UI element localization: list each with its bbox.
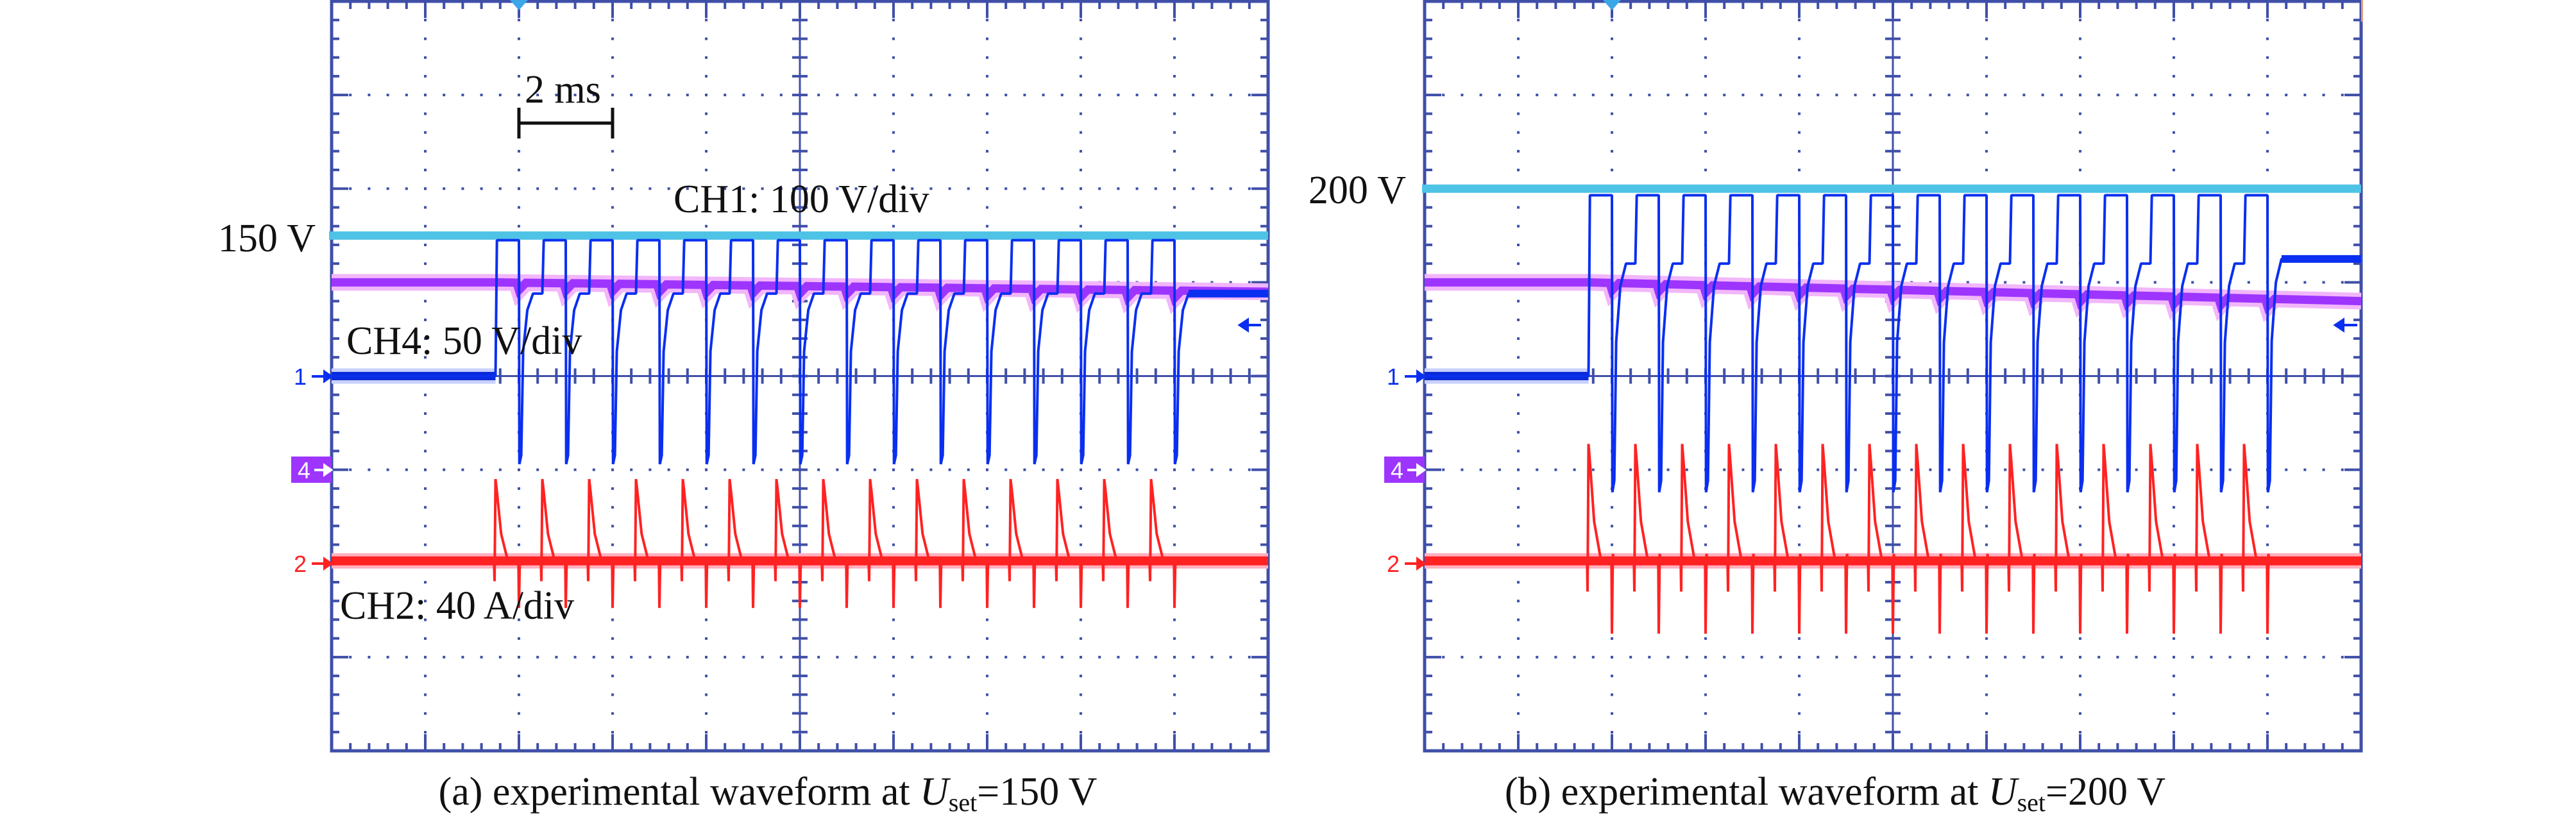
trigger-level-arrow-icon xyxy=(1237,317,1261,333)
ch1-scale-label: CH1: 100 V/div xyxy=(674,178,929,221)
waveform-traces xyxy=(329,231,1269,608)
ch1-marker-arrow-icon xyxy=(1405,369,1427,383)
ch2-marker: 2 xyxy=(1387,551,1400,577)
panel-a: 150 V CH1: 100 V/div CH4: 50 V/div CH2: … xyxy=(218,0,1270,817)
ch1-marker: 1 xyxy=(1387,364,1400,390)
panel-a-caption: (a) experimental waveform at Uset=150 V xyxy=(439,770,1097,817)
ch4-marker-arrow-icon xyxy=(1407,463,1427,477)
ch1-trace xyxy=(1425,194,2361,493)
ch2-marker-arrow-icon xyxy=(312,557,334,571)
ch4-scale-label: CH4: 50 V/div xyxy=(346,319,582,363)
edge-marker xyxy=(2361,0,2363,22)
ch2-marker-arrow-icon xyxy=(1405,557,1427,571)
trigger-level-arrow-icon xyxy=(2333,317,2357,333)
panel-a-channel-markers: 1 4 2 xyxy=(291,0,1261,577)
ch4-marker-arrow-icon xyxy=(314,463,334,477)
waveform-traces xyxy=(1422,184,2362,634)
ch4-marker: 4 xyxy=(1391,457,1403,483)
ch2-trace xyxy=(1425,444,2361,634)
time-scale-bar xyxy=(517,108,614,138)
ch2-marker: 2 xyxy=(294,551,307,577)
ch1-trace xyxy=(332,239,1268,465)
reference-voltage-label: 150 V xyxy=(218,217,316,260)
reference-voltage-label: 200 V xyxy=(1309,169,1406,212)
ch4-marker: 4 xyxy=(298,457,310,483)
time-scale-bar-label: 2 ms xyxy=(525,68,601,112)
panel-b-caption: (b) experimental waveform at Uset=200 V xyxy=(1505,770,2166,817)
panel-b: 200 V (b) experimental waveform at Uset=… xyxy=(1309,0,2363,817)
trigger-position-icon xyxy=(1603,0,1621,10)
ch2-trace xyxy=(332,478,1268,608)
ch2-scale-label: CH2: 40 A/div xyxy=(340,584,574,628)
ch1-marker-arrow-icon xyxy=(312,369,334,383)
ch1-marker: 1 xyxy=(294,364,307,390)
panel-b-channel-markers: 1 4 2 xyxy=(1384,0,2363,577)
trigger-position-icon xyxy=(510,0,528,10)
